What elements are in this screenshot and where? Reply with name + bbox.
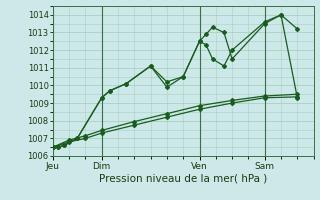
X-axis label: Pression niveau de la mer( hPa ): Pression niveau de la mer( hPa ) xyxy=(99,173,267,183)
